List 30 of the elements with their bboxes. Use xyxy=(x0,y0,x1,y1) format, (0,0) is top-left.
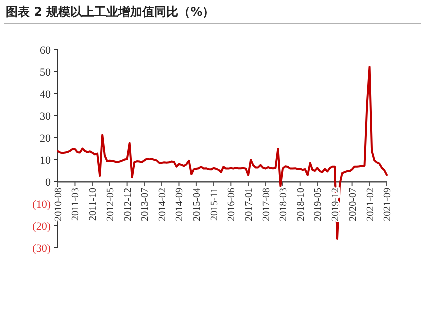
y-tick-label: 50 xyxy=(40,66,52,79)
chart-title: 图表 2 规模以上工业增加值同比（%） xyxy=(6,5,215,19)
y-tick-label: (10) xyxy=(32,198,52,211)
y-tick-label: (20) xyxy=(32,220,52,233)
x-tick-label: 2011-10 xyxy=(88,188,100,221)
x-tick-label: 2020-07 xyxy=(348,188,359,222)
y-tick-label: 10 xyxy=(40,154,52,167)
x-tick-label: 2012-12 xyxy=(122,188,134,222)
x-tick-label: 2017-01 xyxy=(244,188,256,222)
x-tick-label: 2012-05 xyxy=(105,188,116,222)
x-tick-label: 2014-02 xyxy=(158,188,169,222)
y-tick-label: 40 xyxy=(40,88,52,101)
x-tick-label: 2013-07 xyxy=(140,188,152,222)
x-tick-label: 2015-11 xyxy=(209,188,220,221)
x-tick-label: 2018-03 xyxy=(278,188,290,222)
x-tick-label: 2015-04 xyxy=(192,188,203,222)
y-tick-label: 0 xyxy=(46,176,52,189)
x-tick-label: 2019-05 xyxy=(313,188,324,222)
x-tick-label: 2019-12 xyxy=(330,188,342,222)
x-tick-label: 2014-09 xyxy=(174,188,186,222)
y-tick-label: 60 xyxy=(40,44,52,57)
y-tick-label: 30 xyxy=(40,110,52,123)
x-tick-label: 2017-08 xyxy=(261,188,272,222)
y-tick-label: 20 xyxy=(40,132,52,145)
y-tick-label: (30) xyxy=(32,242,52,255)
x-tick-label: 2018-10 xyxy=(296,188,307,222)
x-tick-label: 2021-09 xyxy=(382,188,394,222)
x-tick-label: 2021-02 xyxy=(365,188,376,222)
x-tick-label: 2016-06 xyxy=(226,188,238,222)
x-tick-label: 2011-03 xyxy=(70,188,82,221)
